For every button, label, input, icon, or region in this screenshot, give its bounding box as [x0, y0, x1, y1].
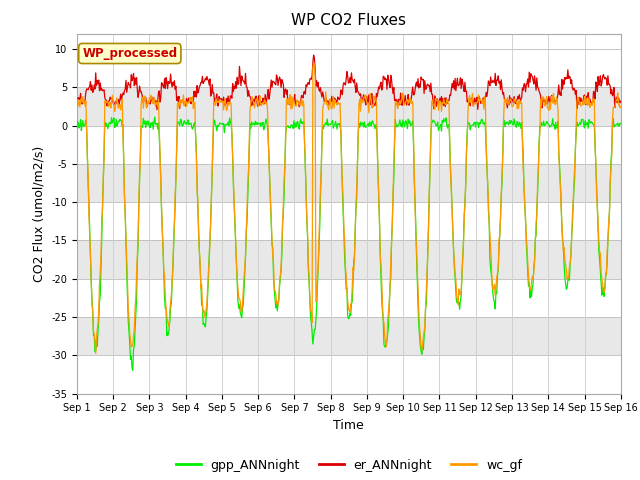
Legend: gpp_ANNnight, er_ANNnight, wc_gf: gpp_ANNnight, er_ANNnight, wc_gf: [171, 454, 527, 477]
Bar: [77, 355, 621, 394]
Bar: [77, 317, 621, 355]
Bar: [77, 240, 621, 279]
Title: WP CO2 Fluxes: WP CO2 Fluxes: [291, 13, 406, 28]
Y-axis label: CO2 Flux (umol/m2/s): CO2 Flux (umol/m2/s): [33, 145, 45, 282]
Bar: [77, 49, 621, 87]
Bar: [77, 87, 621, 125]
X-axis label: Time: Time: [333, 419, 364, 432]
Bar: [77, 279, 621, 317]
Bar: [77, 125, 621, 164]
Text: WP_processed: WP_processed: [82, 47, 177, 60]
Bar: [77, 164, 621, 202]
Bar: [77, 202, 621, 240]
